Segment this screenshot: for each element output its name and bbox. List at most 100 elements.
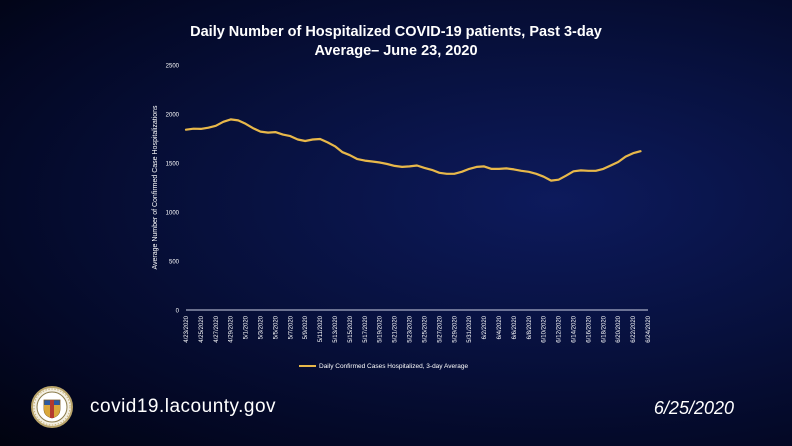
data-point (558, 179, 560, 181)
data-point (408, 165, 411, 167)
legend-label: Daily Confirmed Cases Hospitalized, 3-da… (319, 363, 468, 370)
x-tick-label: 6/10/2020 (542, 315, 548, 342)
data-point (259, 131, 262, 133)
data-point (237, 119, 239, 121)
data-point (513, 168, 515, 170)
data-point (349, 154, 351, 156)
chart-title-line-2: Average– June 23, 2020 (314, 43, 478, 59)
data-point (468, 168, 470, 170)
data-point (386, 163, 388, 165)
x-tick-label: 5/25/2020 (422, 315, 428, 342)
y-tick-label: 500 (169, 260, 180, 266)
x-tick-label: 6/4/2020 (497, 315, 503, 339)
chart-title-line-1: Daily Number of Hospitalized COVID-19 pa… (190, 24, 602, 40)
data-point (416, 164, 418, 167)
data-point (230, 118, 232, 120)
x-tick-label: 4/23/2020 (184, 315, 190, 342)
y-tick-label: 1000 (166, 211, 180, 217)
x-tick-label: 5/9/2020 (303, 315, 309, 339)
data-point (498, 168, 500, 170)
data-point (632, 152, 634, 154)
data-point (610, 164, 612, 167)
x-tick-label: 6/22/2020 (631, 315, 637, 342)
data-point (274, 131, 276, 133)
x-tick-label: 5/13/2020 (333, 315, 339, 342)
data-point (282, 134, 284, 136)
data-point (617, 161, 619, 163)
data-point (319, 138, 321, 140)
x-tick-label: 6/8/2020 (527, 315, 533, 339)
data-point (431, 169, 433, 171)
x-tick-label: 5/15/2020 (348, 315, 354, 342)
data-point (200, 128, 202, 130)
y-tick-label: 2000 (166, 113, 180, 119)
data-point (423, 167, 426, 169)
data-point (185, 129, 187, 131)
data-point (483, 165, 485, 167)
data-point (602, 168, 604, 170)
data-point (312, 138, 314, 141)
data-point (297, 138, 299, 141)
data-point (401, 166, 403, 168)
x-tick-label: 6/18/2020 (601, 315, 607, 342)
data-point (580, 169, 582, 171)
data-point (461, 171, 463, 173)
data-point (356, 158, 358, 160)
data-point (639, 150, 642, 152)
y-axis-label: Average Number of Confirmed Case Hospita… (152, 105, 159, 270)
data-point (446, 173, 448, 175)
x-tick-label: 5/31/2020 (467, 315, 473, 342)
data-point (379, 161, 381, 164)
website-url: covid19.lacounty.gov (90, 396, 277, 417)
y-tick-label: 0 (176, 309, 180, 315)
data-point (587, 170, 590, 172)
la-county-seal-icon (31, 386, 73, 428)
x-tick-label: 5/29/2020 (452, 315, 458, 342)
x-tick-label: 5/3/2020 (259, 315, 265, 339)
data-point (327, 141, 329, 143)
data-point (334, 145, 336, 147)
x-tick-label: 4/29/2020 (229, 315, 235, 342)
data-point (267, 132, 269, 134)
data-point (245, 123, 247, 125)
x-tick-label: 5/17/2020 (363, 315, 369, 342)
data-point (438, 172, 440, 174)
data-point (595, 170, 597, 172)
data-point (476, 166, 478, 168)
data-point (535, 173, 537, 175)
x-tick-label: 6/2/2020 (482, 315, 488, 339)
x-tick-label: 6/14/2020 (571, 315, 577, 342)
x-tick-label: 6/20/2020 (616, 315, 622, 342)
data-point (490, 168, 493, 170)
x-tick-label: 4/25/2020 (199, 315, 205, 342)
x-tick-label: 5/11/2020 (318, 315, 324, 342)
data-point (207, 127, 209, 129)
x-tick-label: 6/16/2020 (586, 315, 592, 342)
data-point (394, 165, 396, 167)
x-tick-label: 5/7/2020 (288, 315, 294, 339)
x-tick-label: 5/27/2020 (437, 315, 443, 342)
data-point (304, 140, 306, 142)
data-point (252, 127, 254, 129)
x-tick-label: 5/19/2020 (378, 315, 384, 342)
x-tick-label: 6/24/2020 (646, 315, 652, 342)
series-line (184, 118, 642, 182)
data-point (215, 125, 217, 127)
data-point (371, 160, 373, 163)
data-point (505, 167, 507, 169)
x-tick-label: 6/12/2020 (557, 315, 563, 342)
data-point (625, 156, 627, 158)
data-point (528, 171, 530, 173)
x-tick-label: 6/6/2020 (512, 315, 518, 339)
x-tick-label: 5/23/2020 (408, 315, 414, 342)
slide-date: 6/25/2020 (653, 398, 734, 418)
data-point (289, 135, 291, 137)
x-tick-label: 5/5/2020 (273, 315, 279, 339)
y-tick-label: 1500 (166, 162, 180, 168)
y-tick-label: 2500 (166, 64, 180, 70)
data-point (453, 173, 455, 175)
data-point (572, 170, 575, 172)
data-point (565, 175, 567, 177)
